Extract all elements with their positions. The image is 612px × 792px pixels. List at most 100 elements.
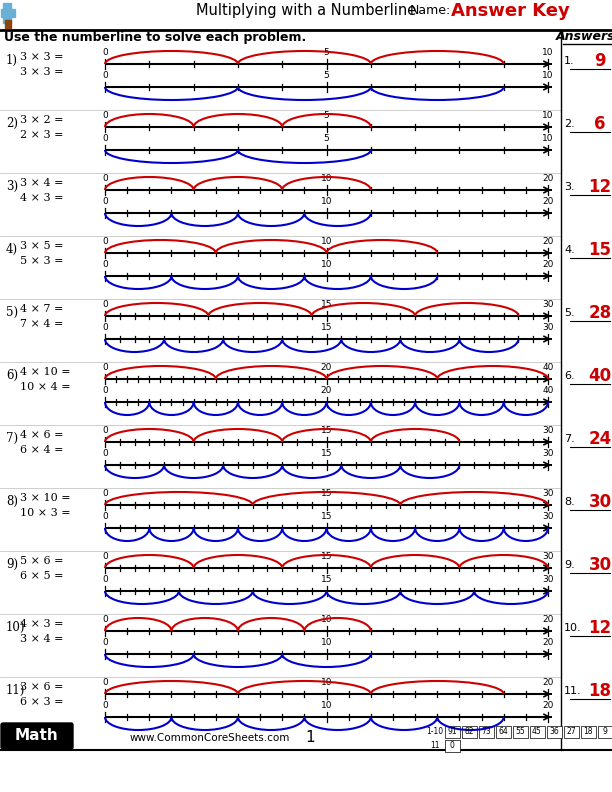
Text: 4 × 3 =: 4 × 3 = (20, 619, 64, 629)
Text: 0: 0 (102, 615, 108, 624)
Bar (3, 3, 11, 23)
Text: Multiplying with a Numberline: Multiplying with a Numberline (196, 3, 416, 18)
Text: 15: 15 (321, 552, 332, 561)
Bar (529, 726, 545, 738)
Text: 7 × 4 =: 7 × 4 = (20, 319, 64, 329)
Text: 0: 0 (102, 552, 108, 561)
Text: Name:: Name: (410, 5, 451, 17)
Text: 10: 10 (542, 71, 554, 80)
Text: 10: 10 (542, 111, 554, 120)
Text: 30: 30 (542, 489, 554, 498)
Text: 20: 20 (542, 638, 554, 647)
Text: 20: 20 (542, 237, 554, 246)
Text: 10: 10 (321, 638, 332, 647)
Text: 0: 0 (102, 197, 108, 206)
Text: 3): 3) (6, 180, 18, 193)
Text: 18: 18 (583, 728, 593, 737)
Bar (461, 726, 477, 738)
Text: 0: 0 (102, 260, 108, 269)
Text: 10: 10 (321, 678, 332, 687)
Text: 1): 1) (6, 54, 18, 67)
Text: 7.: 7. (564, 434, 575, 444)
Text: 27: 27 (566, 728, 576, 737)
Text: 5 × 3 =: 5 × 3 = (20, 256, 64, 266)
Text: 0: 0 (102, 449, 108, 458)
Text: 0: 0 (102, 512, 108, 521)
Text: 30: 30 (588, 556, 611, 574)
Text: 30: 30 (542, 426, 554, 435)
Bar (564, 726, 578, 738)
Text: 73: 73 (481, 728, 491, 737)
Text: 3 × 2 =: 3 × 2 = (20, 115, 64, 125)
Text: 0: 0 (102, 48, 108, 57)
Text: 30: 30 (542, 323, 554, 332)
Text: 3 × 3 =: 3 × 3 = (20, 67, 64, 77)
Text: 0: 0 (450, 741, 455, 751)
Text: 64: 64 (498, 728, 508, 737)
Text: 10: 10 (321, 174, 332, 183)
Text: 0: 0 (102, 237, 108, 246)
Text: 15: 15 (321, 426, 332, 435)
Text: 20: 20 (542, 260, 554, 269)
Text: Answers: Answers (556, 31, 612, 44)
Text: 3 × 4 =: 3 × 4 = (20, 178, 64, 188)
Text: 6 × 4 =: 6 × 4 = (20, 445, 64, 455)
Text: 15: 15 (321, 300, 332, 309)
Text: 3.: 3. (564, 182, 575, 192)
Text: 40: 40 (542, 386, 554, 395)
Text: 20: 20 (542, 615, 554, 624)
Text: 5: 5 (324, 111, 329, 120)
Text: 0: 0 (102, 638, 108, 647)
Text: 8): 8) (6, 495, 18, 508)
Text: 6 × 3 =: 6 × 3 = (20, 697, 64, 707)
Text: 36: 36 (549, 728, 559, 737)
Text: www.CommonCoreSheets.com: www.CommonCoreSheets.com (130, 733, 290, 743)
Bar (512, 726, 528, 738)
Text: Math: Math (15, 729, 59, 744)
Bar (1, 9, 15, 17)
Text: 9): 9) (6, 558, 18, 571)
Text: 55: 55 (515, 728, 525, 737)
Text: 0: 0 (102, 363, 108, 372)
Bar (444, 726, 460, 738)
Text: 5: 5 (324, 134, 329, 143)
Text: 30: 30 (588, 493, 611, 511)
Text: Use the numberline to solve each problem.: Use the numberline to solve each problem… (4, 31, 306, 44)
Bar (581, 726, 595, 738)
Text: 1-10: 1-10 (427, 726, 444, 736)
Text: 10 × 3 =: 10 × 3 = (20, 508, 70, 518)
Text: 12: 12 (588, 619, 611, 637)
Text: 5): 5) (6, 306, 18, 319)
Text: 15: 15 (321, 449, 332, 458)
Text: 7): 7) (6, 432, 18, 445)
Text: 10: 10 (542, 48, 554, 57)
Text: 4 × 6 =: 4 × 6 = (20, 430, 64, 440)
Text: 10: 10 (321, 237, 332, 246)
Text: 9.: 9. (564, 560, 575, 570)
Text: 0: 0 (102, 300, 108, 309)
FancyBboxPatch shape (1, 723, 73, 749)
Text: 20: 20 (542, 174, 554, 183)
Text: 6 × 5 =: 6 × 5 = (20, 571, 64, 581)
Text: 10 × 4 =: 10 × 4 = (20, 382, 70, 392)
Text: 30: 30 (542, 449, 554, 458)
Text: 20: 20 (542, 678, 554, 687)
Text: 4 × 10 =: 4 × 10 = (20, 367, 70, 377)
Text: 20: 20 (542, 197, 554, 206)
Text: 15: 15 (321, 575, 332, 584)
Text: 10: 10 (321, 260, 332, 269)
Text: 6): 6) (6, 369, 18, 382)
Text: 24: 24 (588, 430, 611, 448)
Text: 0: 0 (102, 678, 108, 687)
Text: 20: 20 (542, 701, 554, 710)
Text: 6.: 6. (564, 371, 575, 381)
Text: 0: 0 (102, 71, 108, 80)
Text: 12: 12 (588, 178, 611, 196)
Text: 1: 1 (305, 730, 315, 745)
Text: 3 × 3 =: 3 × 3 = (20, 52, 64, 62)
Text: 2.: 2. (564, 119, 575, 129)
Text: 10: 10 (321, 701, 332, 710)
Text: 20: 20 (321, 363, 332, 372)
Text: 0: 0 (102, 386, 108, 395)
Text: 0: 0 (102, 426, 108, 435)
